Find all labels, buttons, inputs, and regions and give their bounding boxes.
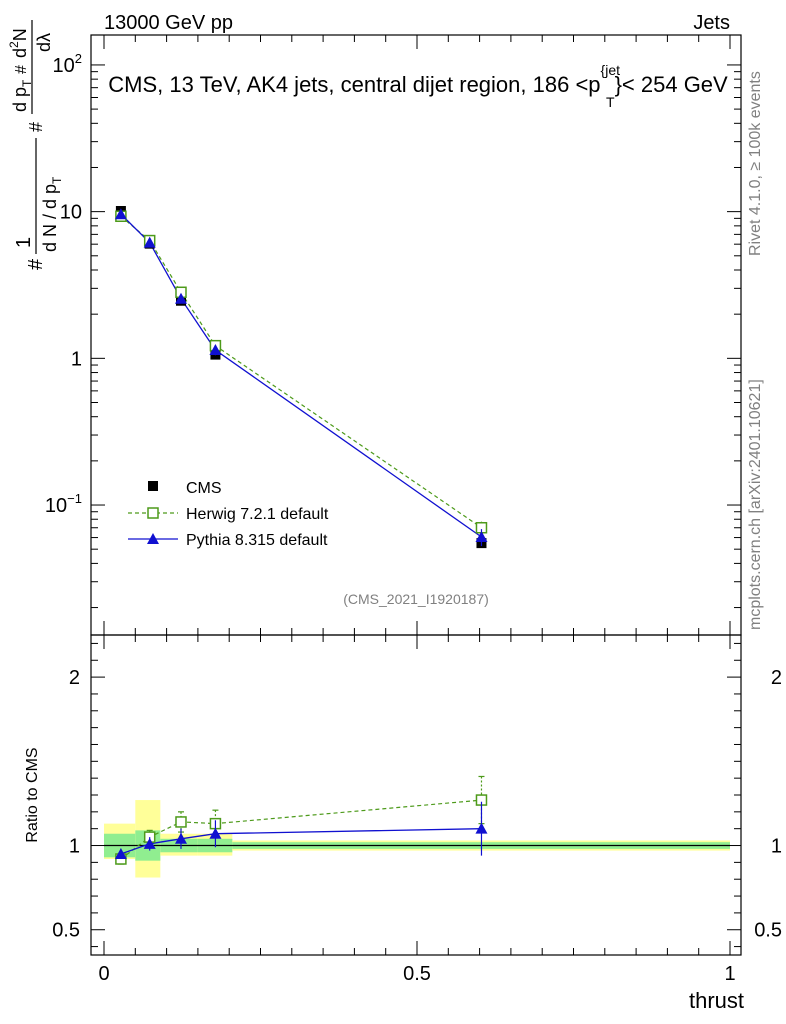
main-ylabel-text: # xyxy=(25,258,47,270)
ratio-y-tick-label: 1 xyxy=(69,836,80,858)
ratio-series xyxy=(114,775,488,865)
ratio-y-tick-label: 0.5 xyxy=(52,920,80,942)
ratio-y-tick-label-right: 2 xyxy=(771,667,782,689)
ratio-bands xyxy=(104,800,730,878)
ratio-pythia-point xyxy=(174,832,187,844)
ratio-herwig-point xyxy=(175,816,187,828)
legend-cms-label: CMS xyxy=(186,480,222,497)
main-ylabel-d: d2N xyxy=(7,28,30,58)
main-ticks: 10−1 1 10 102 xyxy=(45,35,741,635)
legend-herwig-label: Herwig 7.2.1 default xyxy=(186,506,329,523)
analysis-watermark: (CMS_2021_I1920187) xyxy=(343,591,489,607)
ratio-pythia-point xyxy=(143,837,156,849)
x-tick-label: 1 xyxy=(724,963,735,985)
mcplots-text: mcplots.cern.ch [arXiv:2401.10621] xyxy=(747,379,764,630)
main-ylabel-one: 1 xyxy=(13,237,35,248)
ratio-y-tick-label: 2 xyxy=(69,667,80,689)
ratio-ticks: 0 0.5 1 0.5 0.5 1 1 2 2 xyxy=(52,635,782,985)
y-tick-label: 102 xyxy=(53,51,82,77)
ratio-ylabel: Ratio to CMS xyxy=(24,747,41,842)
ratio-pythia-point xyxy=(475,822,488,834)
ratio-y-tick-label-right: 0.5 xyxy=(754,920,782,942)
ratio-pythia-point xyxy=(209,827,222,839)
legend-cms-marker xyxy=(148,481,158,491)
main-ylabel-hash: # xyxy=(26,122,46,132)
plot-title-sup: {jet xyxy=(601,62,621,78)
y-tick-label: 1 xyxy=(71,348,82,370)
x-tick-label: 0 xyxy=(98,963,109,985)
header-left: 13000 GeV pp xyxy=(104,12,233,34)
legend-herwig-marker xyxy=(147,507,159,519)
pythia-point xyxy=(114,208,127,220)
plot-title-end: }< 254 GeV xyxy=(615,72,728,97)
main-ylabel-hash2: # xyxy=(13,65,30,74)
ratio-y-tick-label-right: 1 xyxy=(771,836,782,858)
legend-pythia-marker xyxy=(147,533,159,544)
legend-pythia-label: Pythia 8.315 default xyxy=(186,532,328,549)
header-right: Jets xyxy=(693,12,730,34)
ratio-panel: 0 0.5 1 0.5 0.5 1 1 2 2 xyxy=(52,634,782,985)
y-tick-label: 10−1 xyxy=(45,491,82,517)
main-ylabel-num2: d pT xyxy=(10,79,34,112)
main-ylabel: # 1 d N / d pT # d pT # d2N dλ xyxy=(7,20,64,270)
x-axis-label: thrust xyxy=(689,988,744,1013)
main-panel: 10−1 1 10 102 (CMS_2021_I1920187) CMS, 13 T… xyxy=(45,34,742,636)
pythia-line xyxy=(120,213,482,538)
pythia-point xyxy=(174,292,187,304)
main-series xyxy=(114,206,488,549)
x-tick-label: 0.5 xyxy=(403,963,431,985)
pythia-point xyxy=(475,531,488,543)
plot-title: CMS, 13 TeV, AK4 jets, central dijet reg… xyxy=(108,62,728,110)
main-ylabel-den: d N / d pT xyxy=(40,176,64,252)
plot-title-sub: T xyxy=(606,94,615,110)
rivet-version-text: Rivet 4.1.0, ≥ 100k events xyxy=(747,71,764,256)
legend: CMS Herwig 7.2.1 default Pythia 8.315 de… xyxy=(128,480,329,549)
plot-title-main: CMS, 13 TeV, AK4 jets, central dijet reg… xyxy=(108,72,600,97)
pythia-point xyxy=(143,236,156,248)
y-tick-label: 10 xyxy=(60,202,82,224)
ratio-frame xyxy=(90,634,742,956)
herwig-line xyxy=(120,215,482,529)
ratio-pythia-point xyxy=(114,847,127,859)
pythia-point xyxy=(209,343,222,355)
main-ylabel-dlambda: dλ xyxy=(34,33,54,52)
